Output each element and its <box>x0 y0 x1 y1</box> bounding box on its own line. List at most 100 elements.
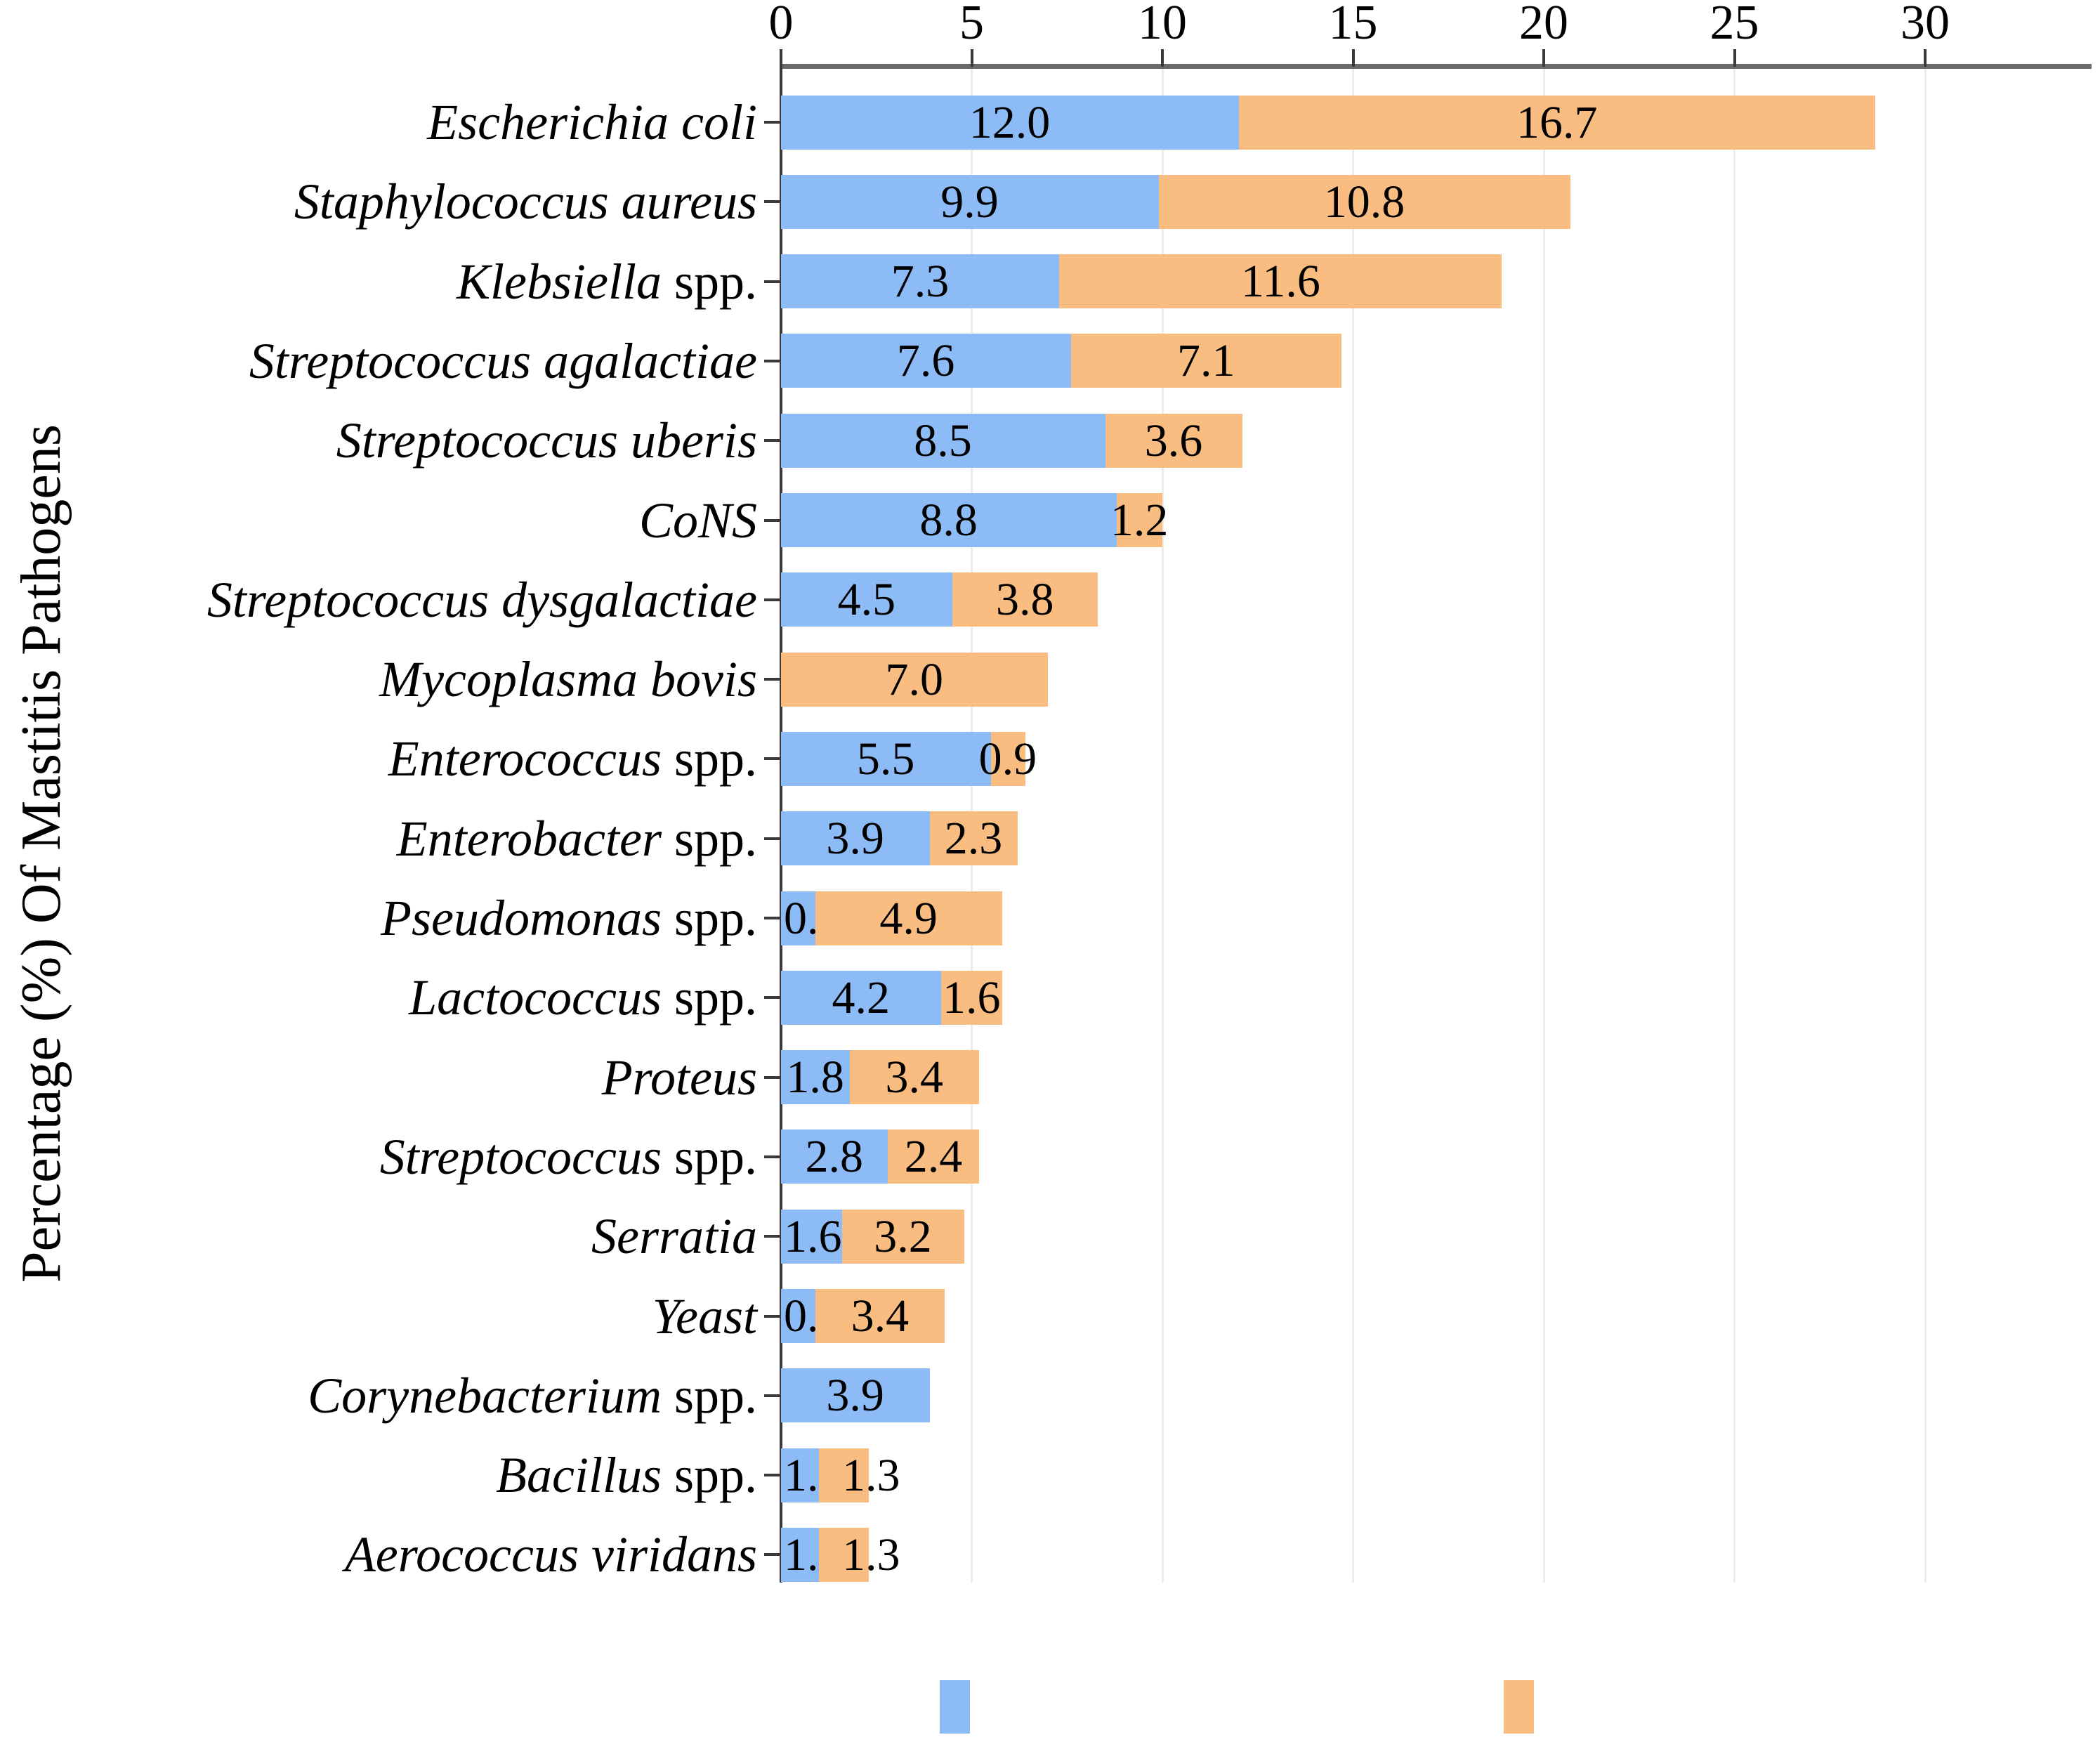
bar-value-label: 3.2 <box>874 1210 932 1262</box>
bar-value-label: 7.6 <box>896 335 955 387</box>
bar-segment-cm <box>815 891 1002 945</box>
category-tick <box>764 1235 781 1238</box>
category-name-italic: Pseudomonas <box>380 890 662 946</box>
x-axis-tick <box>1351 49 1355 67</box>
bar-value-label: 16.7 <box>1516 96 1598 148</box>
bar-value-label: 3.9 <box>826 813 884 865</box>
bar-value-label: 9.9 <box>940 176 999 228</box>
x-axis-tick <box>1924 49 1927 67</box>
bar-segment-cm <box>1105 413 1243 468</box>
category-label: Corynebacterium spp. <box>0 1357 757 1434</box>
category-label: Mycoplasma bovis <box>0 641 757 718</box>
category-name-italic: Streptococcus agalactiae <box>249 332 757 389</box>
bar-segment-cm <box>929 811 1018 866</box>
bar-segment-scm <box>781 1209 842 1264</box>
category-name-italic: Mycoplasma bovis <box>379 651 757 708</box>
x-axis-tick-label: 10 <box>1138 0 1187 50</box>
bar-segment-cm <box>952 572 1098 627</box>
category-label: Streptococcus dysgalactiae <box>0 561 757 638</box>
bar-value-label: 7.0 <box>885 653 944 705</box>
x-axis-tick <box>970 49 973 67</box>
bar-segment-scm <box>781 572 953 627</box>
category-label: Enterococcus spp. <box>0 720 757 797</box>
bar-segment-cm <box>941 970 1002 1025</box>
bar-segment-scm <box>781 1129 888 1184</box>
bar-value-label: 3.4 <box>851 1290 910 1342</box>
category-label: Bacillus spp. <box>0 1436 757 1514</box>
category-label: Proteus <box>0 1039 757 1116</box>
category-tick <box>764 757 781 761</box>
bar-value-label: 4.5 <box>837 574 896 626</box>
category-tick <box>764 996 781 1000</box>
category-name-roman: spp. <box>661 969 757 1026</box>
category-label: Streptococcus uberis <box>0 402 757 479</box>
bar-segment-scm <box>781 1527 820 1582</box>
category-name-italic: Aerococcus viridans <box>344 1526 757 1583</box>
category-tick <box>764 1314 781 1318</box>
bar-value-label: 3.8 <box>996 574 1054 626</box>
bar-segment-scm <box>781 174 1159 229</box>
bar-segment-scm <box>781 1368 930 1423</box>
category-tick <box>764 1394 781 1397</box>
category-label: CoNS <box>0 482 757 559</box>
bar-value-label: 0.9 <box>978 733 1037 785</box>
legend-label-cm: % Of Positive CM Samples <box>1583 1627 1949 1742</box>
category-label: Streptococcus agalactiae <box>0 322 757 400</box>
category-name-italic: Lactococcus <box>409 969 662 1026</box>
bar-segment-scm <box>781 891 815 945</box>
category-name-roman: spp. <box>661 1447 757 1504</box>
category-tick <box>764 1474 781 1477</box>
bar-segment-cm <box>1158 174 1570 229</box>
bar-value-label: 7.3 <box>891 256 950 308</box>
x-gridline <box>1924 67 1927 1583</box>
x-axis-tick-label: 5 <box>959 0 984 50</box>
category-tick <box>764 200 781 204</box>
category-tick <box>764 121 781 124</box>
category-tick <box>764 1075 781 1079</box>
category-tick <box>764 518 781 522</box>
category-name-italic: Corynebacterium <box>308 1367 662 1424</box>
category-name-italic: Escherichia coli <box>427 94 757 150</box>
category-tick <box>764 359 781 362</box>
category-tick <box>764 598 781 601</box>
bar-segment-cm <box>1116 493 1162 547</box>
x-axis-tick-label: 15 <box>1328 0 1378 50</box>
bar-segment-scm <box>781 1448 820 1502</box>
category-label: Klebsiella spp. <box>0 243 757 320</box>
category-name-roman: spp. <box>661 890 757 946</box>
category-name-italic: Streptococcus <box>379 1128 662 1185</box>
category-label: Staphylococcus aureus <box>0 163 757 240</box>
bar-value-label: 2.4 <box>904 1131 963 1183</box>
bar-segment-cm <box>781 652 1049 707</box>
category-name-roman: spp. <box>661 1367 757 1424</box>
legend-swatch-scm <box>940 1680 970 1734</box>
category-tick <box>764 678 781 681</box>
category-label: Pseudomonas spp. <box>0 879 757 957</box>
bar-value-label: 5.5 <box>856 733 915 785</box>
category-label: Streptococcus spp. <box>0 1118 757 1196</box>
category-name-italic: Proteus <box>601 1049 757 1106</box>
category-tick <box>764 1553 781 1557</box>
bar-value-label: 1.2 <box>1110 495 1169 546</box>
bar-segment-scm <box>781 95 1239 150</box>
x-gridline <box>1733 67 1735 1583</box>
x-gridline <box>1542 67 1545 1583</box>
bar-value-label: 11.6 <box>1240 256 1320 308</box>
bar-segment-cm <box>1070 334 1342 388</box>
bar-segment-cm <box>819 1527 869 1582</box>
category-tick <box>764 280 781 283</box>
bar-segment-scm <box>781 811 930 866</box>
category-name-italic: Klebsiella <box>456 253 662 310</box>
category-name-roman: spp. <box>661 253 757 310</box>
bar-value-label: 3.6 <box>1144 414 1203 466</box>
bar-value-label: 1.6 <box>784 1210 842 1262</box>
bar-value-label: 1.3 <box>842 1528 900 1580</box>
x-axis-tick-label: 25 <box>1709 0 1759 50</box>
category-name-italic: CoNS <box>638 492 757 549</box>
x-axis-tick <box>1542 49 1545 67</box>
x-gridline <box>1161 67 1164 1583</box>
category-name-italic: Enterococcus <box>388 731 662 787</box>
bar-segment-cm <box>990 731 1025 786</box>
bar-value-label: 1.8 <box>786 1052 844 1104</box>
bar-value-label: 2.3 <box>944 813 1003 865</box>
